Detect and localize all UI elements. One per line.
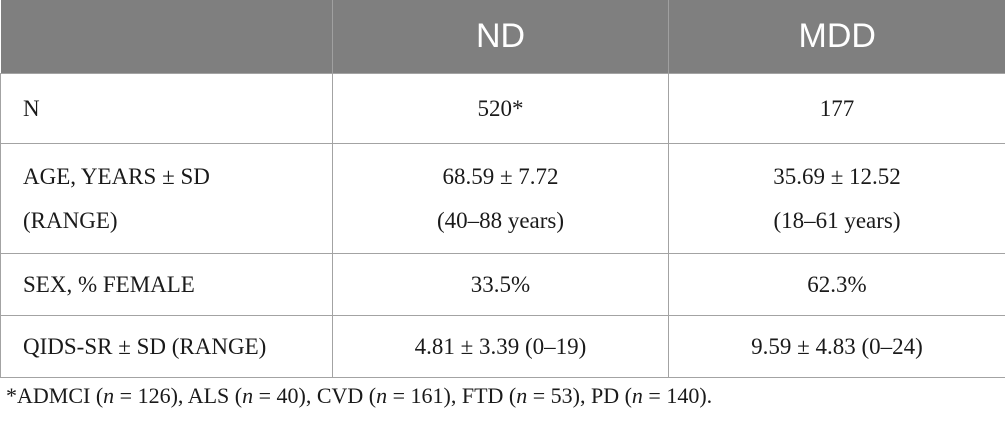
mdd-value: 62.3% — [668, 253, 1005, 316]
row-label: QIDS-SR ± SD (RANGE) — [0, 315, 333, 378]
table-row: QIDS-SR ± SD (RANGE) 4.81 ± 3.39 (0–19) … — [0, 315, 1005, 378]
row-label: SEX, % FEMALE — [0, 253, 333, 316]
header-mdd: MDD — [668, 0, 1005, 74]
nd-value: 520* — [332, 73, 669, 144]
row-label: N — [0, 73, 333, 144]
header-empty — [0, 0, 333, 74]
table-footnote: *ADMCI (n = 126), ALS (n = 40), CVD (n =… — [6, 383, 713, 408]
nd-value: 33.5% — [332, 253, 669, 316]
table-row: AGE, YEARS ± SD (RANGE) 68.59 ± 7.72 (40… — [0, 143, 1005, 254]
demographics-table: ND MDD N 520* 177 AGE, YEARS ± SD (RANGE… — [0, 0, 1005, 378]
table-row: SEX, % FEMALE 33.5% 62.3% — [0, 253, 1005, 316]
table-row: N 520* 177 — [0, 73, 1005, 144]
header-nd: ND — [332, 0, 669, 74]
nd-value: 4.81 ± 3.39 (0–19) — [332, 315, 669, 378]
mdd-value: 9.59 ± 4.83 (0–24) — [668, 315, 1005, 378]
row-label: AGE, YEARS ± SD (RANGE) — [0, 143, 333, 254]
header-row: ND MDD — [0, 0, 1005, 74]
nd-value: 68.59 ± 7.72 (40–88 years) — [332, 143, 669, 254]
mdd-value: 177 — [668, 73, 1005, 144]
mdd-value: 35.69 ± 12.52 (18–61 years) — [668, 143, 1005, 254]
